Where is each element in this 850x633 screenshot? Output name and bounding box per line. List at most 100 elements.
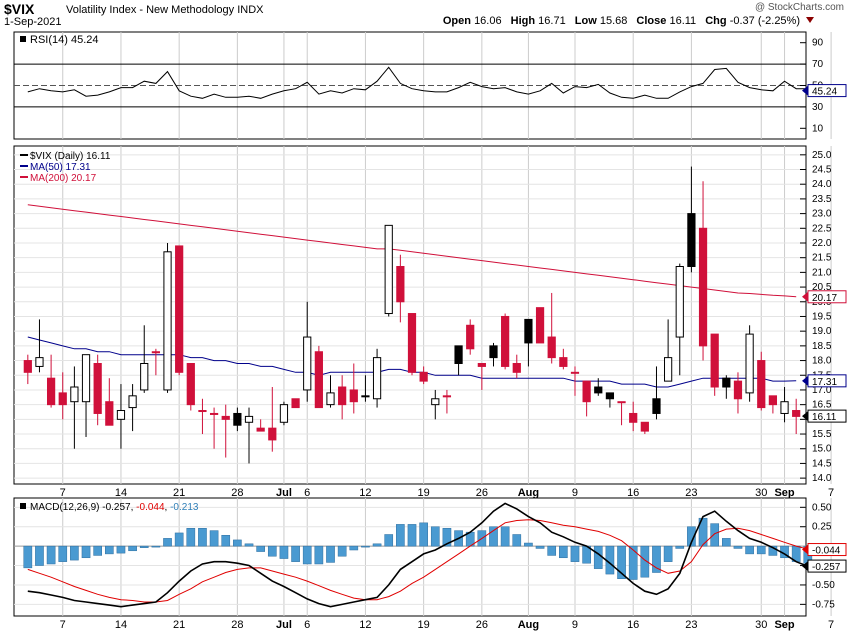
macd-x-axis-label: 6 xyxy=(304,619,310,631)
macd-x-axis-label: 19 xyxy=(418,619,430,631)
macd-histogram-bar xyxy=(349,545,359,551)
macd-histogram-bar xyxy=(372,543,382,547)
candle-body xyxy=(23,360,32,373)
macd-histogram-bar xyxy=(512,534,522,547)
change-value: -0.37 (-2.25%) xyxy=(729,15,800,27)
macd-legend-part: , xyxy=(131,502,137,513)
rsi-axis-tick-label: 10 xyxy=(812,123,824,134)
candle-body xyxy=(442,395,452,398)
candle-body xyxy=(291,398,300,409)
macd-histogram-bar xyxy=(535,545,545,549)
candle-body xyxy=(268,427,277,441)
macd-legend-part: -0.044 xyxy=(136,502,165,513)
macd-x-axis-label: 23 xyxy=(685,619,697,631)
candle-body xyxy=(454,345,463,364)
price-axis-tick-label: 25.0 xyxy=(812,150,832,161)
x-axis-label: 12 xyxy=(359,487,371,499)
ma200-line xyxy=(27,204,797,298)
macd-histogram-bar xyxy=(116,545,126,554)
candle-body xyxy=(303,336,312,391)
macd-histogram-bar xyxy=(337,545,347,557)
x-axis-label: 6 xyxy=(304,487,310,499)
candle-body xyxy=(698,227,708,347)
price-axis-tick-label: 18.5 xyxy=(812,341,832,352)
candle-body xyxy=(431,398,440,406)
exchange-label: INDX xyxy=(237,4,264,16)
macd-histogram-bar xyxy=(617,545,626,579)
x-axis-label: 23 xyxy=(685,487,697,499)
macd-x-axis-label: 28 xyxy=(231,619,243,631)
x-axis-label: 7 xyxy=(60,487,66,499)
macd-histogram-bar xyxy=(687,526,696,547)
ma50-value-tag: 17.31 xyxy=(812,377,837,388)
candle-body xyxy=(163,251,172,391)
candle-body xyxy=(81,354,91,403)
price-axis-tick-label: 15.5 xyxy=(812,429,832,440)
macd-histogram-bar xyxy=(710,523,720,547)
macd-histogram-bar xyxy=(35,545,44,566)
macd-histogram-bar xyxy=(570,545,580,562)
low-value: 15.68 xyxy=(599,15,628,27)
price-axis-tick-label: 22.5 xyxy=(812,223,832,234)
candle-body xyxy=(512,362,521,373)
candle-body xyxy=(70,386,79,403)
macd-legend-swatch xyxy=(20,503,26,509)
macd-x-axis-label: 9 xyxy=(572,619,578,631)
macd-x-axis-label: Aug xyxy=(518,619,539,631)
candle-body xyxy=(710,333,719,388)
macd-histogram-bar xyxy=(559,545,568,559)
down-triangle-icon xyxy=(806,17,814,23)
macd-histogram-bar xyxy=(46,545,56,565)
candle-body xyxy=(733,380,743,400)
macd-x-axis-label: 7 xyxy=(60,619,66,631)
price-axis-tick-label: 23.5 xyxy=(812,194,832,205)
candle-body xyxy=(501,315,510,367)
macd-histogram-bar xyxy=(722,538,731,547)
x-axis-label: Aug xyxy=(518,487,539,499)
macd-histogram-bar xyxy=(244,543,254,547)
macd-x-axis-label: Sep xyxy=(774,619,794,631)
candle-body xyxy=(314,351,323,409)
candle-body xyxy=(58,392,67,406)
macd-legend-part: MACD(12,26,9) xyxy=(30,502,102,513)
price-axis-tick-label: 14.0 xyxy=(812,473,832,484)
candle-body xyxy=(570,371,580,374)
macd-signal-tag-arrow xyxy=(802,544,808,555)
change-label: Chg xyxy=(705,15,727,27)
macd-legend-part: -0.257 xyxy=(102,502,131,513)
candle-body xyxy=(757,360,766,409)
price-legend-item: MA(200) 20.17 xyxy=(30,173,97,184)
candle-body xyxy=(559,357,568,367)
rsi-axis-tick-label: 70 xyxy=(812,59,824,70)
x-axis-label: 26 xyxy=(476,487,488,499)
instrument-name: Volatility Index - New Methodology INDX xyxy=(66,4,264,16)
open-label: Open xyxy=(442,15,471,27)
macd-histogram-bar xyxy=(314,545,324,565)
macd-histogram-bar xyxy=(326,545,335,563)
candle-body xyxy=(128,395,137,409)
macd-histogram-bar xyxy=(547,545,557,556)
macd-histogram-bar xyxy=(163,538,172,547)
macd-line xyxy=(27,502,809,608)
candle-body xyxy=(489,345,498,359)
macd-legend-part: -0.213 xyxy=(170,502,199,513)
candle-body xyxy=(594,386,603,394)
candle-body xyxy=(221,415,230,420)
candle-body xyxy=(372,357,382,400)
candle-body xyxy=(419,371,428,382)
candle-body xyxy=(477,362,486,367)
ma200-value-tag: 20.17 xyxy=(812,293,837,304)
price-value-tag-arrow xyxy=(802,411,808,422)
macd-x-axis-label: 7 xyxy=(828,619,834,631)
candle-body xyxy=(407,313,417,373)
candle-body xyxy=(687,213,696,268)
macd-value-tag-arrow xyxy=(802,561,808,572)
candle-body xyxy=(349,389,358,403)
macd-histogram-bar xyxy=(384,534,394,547)
macd-x-axis-label: Jul xyxy=(276,619,292,631)
candle-body xyxy=(768,395,778,406)
candle-body xyxy=(535,307,545,344)
rsi-axis-tick-label: 90 xyxy=(812,38,824,49)
candle-body xyxy=(209,412,219,415)
macd-histogram-bar xyxy=(640,545,650,578)
